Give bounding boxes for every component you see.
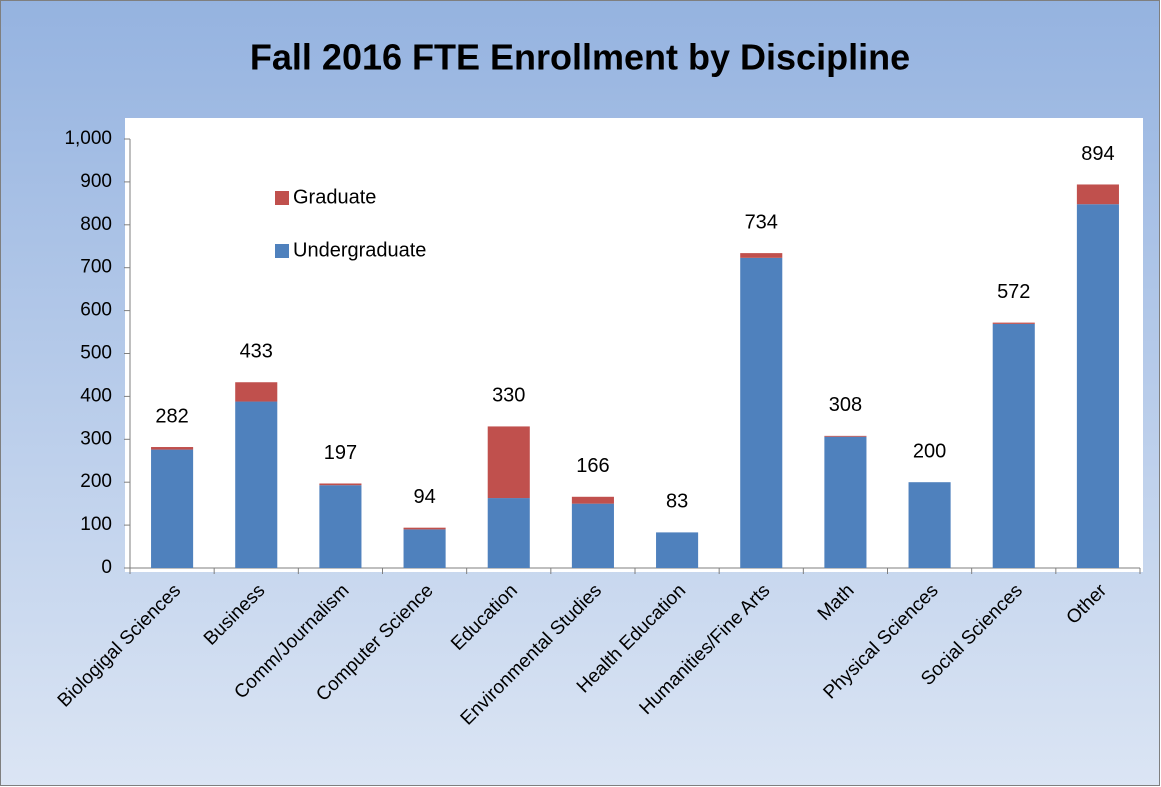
bar-segment bbox=[992, 323, 1035, 568]
bar-segment bbox=[151, 449, 194, 568]
bar-segment bbox=[656, 532, 699, 568]
y-tick-label: 300 bbox=[80, 428, 112, 449]
bar-segment bbox=[824, 435, 867, 437]
bar-segment bbox=[403, 529, 446, 568]
y-tick-label: 500 bbox=[80, 343, 112, 364]
total-label: 94 bbox=[413, 486, 435, 508]
y-tick-label: 700 bbox=[80, 257, 112, 278]
bar-segment bbox=[908, 482, 951, 568]
bar-segment bbox=[319, 483, 362, 486]
bar-segment bbox=[487, 426, 530, 499]
bar-segment bbox=[403, 527, 446, 530]
y-tick-label: 0 bbox=[101, 557, 112, 578]
legend-swatch bbox=[275, 191, 289, 205]
plot-area bbox=[125, 118, 1143, 572]
legend-swatch bbox=[275, 244, 289, 258]
total-label: 200 bbox=[913, 440, 946, 462]
bar-segment bbox=[740, 257, 783, 568]
chart-title: Fall 2016 FTE Enrollment by Discipline bbox=[250, 37, 910, 78]
bar-segment bbox=[824, 436, 867, 568]
y-tick-label: 100 bbox=[80, 514, 112, 535]
total-label: 308 bbox=[829, 394, 862, 416]
bar-segment bbox=[487, 498, 530, 568]
total-label: 433 bbox=[240, 341, 273, 363]
bar-segment bbox=[319, 485, 362, 568]
y-tick-label: 600 bbox=[80, 300, 112, 321]
legend-label: Graduate bbox=[293, 186, 376, 208]
total-label: 282 bbox=[155, 405, 188, 427]
y-tick-label: 800 bbox=[80, 214, 112, 235]
bar-segment bbox=[1076, 204, 1119, 568]
bar-segment bbox=[235, 382, 278, 402]
legend-label: Undergraduate bbox=[293, 239, 426, 261]
y-tick-label: 200 bbox=[80, 471, 112, 492]
bar-segment bbox=[571, 496, 614, 504]
total-label: 894 bbox=[1081, 143, 1114, 165]
bar-segment bbox=[1076, 184, 1119, 205]
bar-segment bbox=[571, 503, 614, 568]
y-tick-label: 1,000 bbox=[64, 128, 112, 149]
y-tick-label: 400 bbox=[80, 385, 112, 406]
bar-segment bbox=[235, 401, 278, 568]
total-label: 83 bbox=[666, 491, 688, 513]
bar-segment bbox=[740, 253, 783, 258]
bar-segment bbox=[151, 447, 194, 450]
total-label: 166 bbox=[576, 455, 609, 477]
total-label: 572 bbox=[997, 281, 1030, 303]
total-label: 330 bbox=[492, 385, 525, 407]
bar-segment bbox=[992, 322, 1035, 324]
total-label: 197 bbox=[324, 442, 357, 464]
y-tick-label: 900 bbox=[80, 171, 112, 192]
total-label: 734 bbox=[745, 211, 778, 233]
